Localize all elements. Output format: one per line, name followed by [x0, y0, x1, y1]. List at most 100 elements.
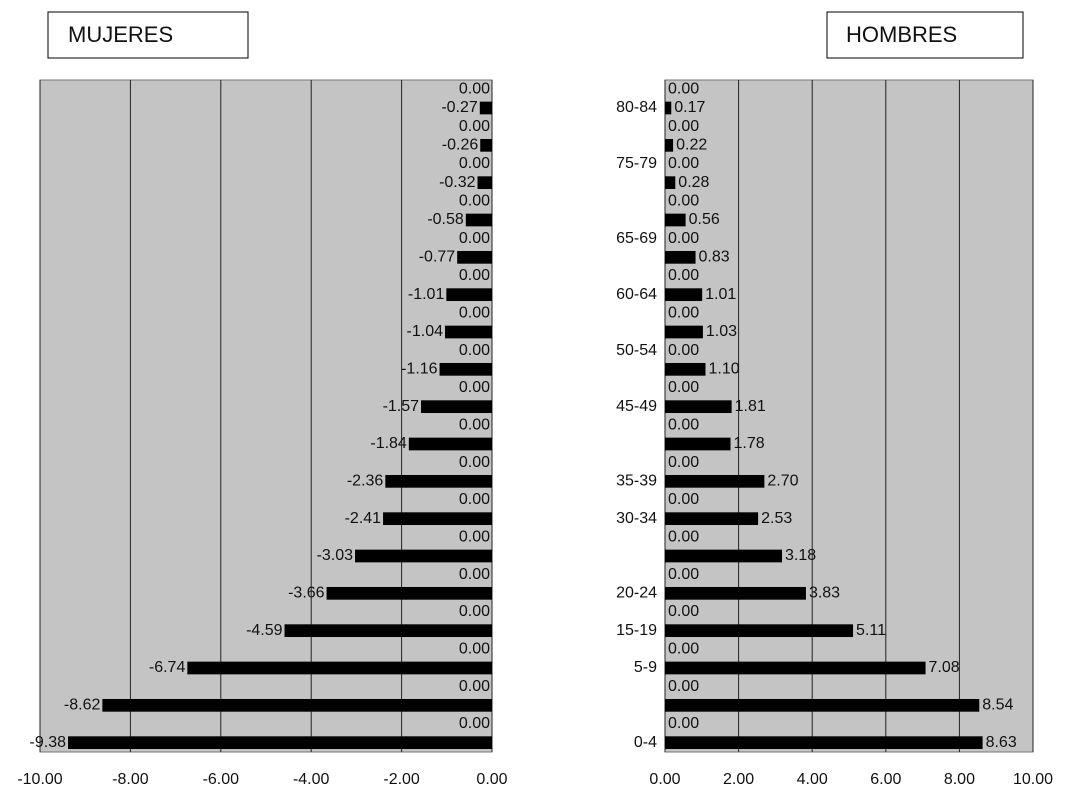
value-label: 0.00 [459, 454, 490, 471]
value-label: 0.00 [459, 715, 490, 732]
x-tick-label: -4.00 [293, 771, 330, 788]
value-label: 1.81 [735, 398, 766, 415]
y-tick-label: 20-24 [616, 585, 657, 602]
value-label: -0.77 [419, 249, 456, 266]
value-label: 0.00 [668, 118, 699, 135]
value-label: 0.00 [668, 342, 699, 359]
y-tick-label: 60-64 [616, 286, 657, 303]
value-label: 0.00 [459, 603, 490, 620]
bar [665, 138, 674, 152]
value-label: -1.84 [370, 435, 407, 452]
x-tick-label: -8.00 [112, 771, 149, 788]
value-label: 0.00 [668, 155, 699, 172]
y-tick-label: 45-49 [616, 398, 657, 415]
chart-title: HOMBRES [846, 22, 957, 47]
value-label: -0.58 [427, 211, 464, 228]
x-tick-label: 10.00 [1013, 771, 1053, 788]
bar [457, 250, 492, 264]
bar [665, 213, 686, 227]
value-label: 0.00 [668, 566, 699, 583]
bar [665, 586, 806, 600]
bar [665, 101, 672, 115]
value-label: 0.00 [459, 155, 490, 172]
bar [480, 138, 492, 152]
value-label: 0.00 [668, 715, 699, 732]
bar [479, 101, 492, 115]
title-box [826, 11, 1024, 59]
y-tick-label: 80-84 [616, 99, 657, 116]
bar [326, 586, 492, 600]
bar [284, 624, 492, 638]
bar [665, 698, 980, 712]
value-label: 0.00 [459, 678, 490, 695]
bar [102, 698, 492, 712]
value-label: -9.38 [30, 734, 67, 751]
value-label: -8.62 [64, 697, 101, 714]
title-box [47, 11, 249, 59]
value-label: -1.16 [401, 361, 438, 378]
value-label: -0.26 [442, 137, 479, 154]
bar [665, 400, 732, 414]
value-label: 1.03 [706, 323, 737, 340]
value-label: 8.63 [986, 734, 1017, 751]
value-label: 0.00 [459, 342, 490, 359]
bar [665, 624, 854, 638]
chart-title: MUJERES [68, 22, 173, 47]
y-tick-label: 15-19 [616, 622, 657, 639]
bar [187, 661, 493, 675]
value-label: 0.00 [668, 603, 699, 620]
value-label: 5.11 [856, 622, 886, 639]
bar [408, 437, 492, 451]
value-label: 0.00 [459, 118, 490, 135]
value-label: -4.59 [246, 622, 283, 639]
bar [665, 250, 696, 264]
value-label: 0.00 [668, 491, 699, 508]
y-tick-label: 30-34 [616, 510, 657, 527]
value-label: 0.22 [676, 137, 707, 154]
value-label: 0.00 [668, 641, 699, 658]
value-label: 0.00 [459, 491, 490, 508]
bar [665, 736, 983, 750]
value-label: -1.57 [383, 398, 420, 415]
y-tick-label: 65-69 [616, 230, 657, 247]
value-label: 3.18 [785, 547, 816, 564]
bar [665, 512, 759, 526]
bar [421, 400, 492, 414]
value-label: -2.41 [345, 510, 382, 527]
value-label: 0.00 [668, 267, 699, 284]
value-label: 0.56 [689, 211, 720, 228]
value-label: -1.04 [407, 323, 444, 340]
value-label: 0.00 [668, 454, 699, 471]
value-label: 0.00 [668, 379, 699, 396]
value-label: 0.17 [674, 99, 705, 116]
value-label: 3.83 [809, 585, 840, 602]
value-label: 0.00 [459, 529, 490, 546]
x-tick-label: 6.00 [870, 771, 901, 788]
y-tick-label: 5-9 [634, 659, 657, 676]
bar [355, 549, 492, 563]
value-label: 0.00 [668, 529, 699, 546]
bar [444, 325, 492, 339]
value-label: 0.00 [459, 267, 490, 284]
value-label: -0.32 [439, 174, 476, 191]
y-tick-label: 35-39 [616, 473, 657, 490]
plot-area [39, 79, 493, 753]
value-label: 0.00 [459, 193, 490, 210]
bar [665, 362, 706, 376]
bar [383, 512, 492, 526]
value-label: 0.00 [459, 230, 490, 247]
x-tick-label: 8.00 [944, 771, 975, 788]
x-tick-label: 0.00 [649, 771, 680, 788]
value-label: 2.70 [767, 473, 798, 490]
y-tick-label: 75-79 [616, 155, 657, 172]
value-label: 0.00 [459, 305, 490, 322]
x-tick-label: 0.00 [476, 771, 507, 788]
bar [665, 437, 731, 451]
x-tick-label: 4.00 [797, 771, 828, 788]
value-label: -3.03 [317, 547, 354, 564]
value-label: 0.00 [668, 305, 699, 322]
y-tick-label: 50-54 [616, 342, 657, 359]
bar [665, 288, 703, 302]
value-label: 7.08 [929, 659, 960, 676]
